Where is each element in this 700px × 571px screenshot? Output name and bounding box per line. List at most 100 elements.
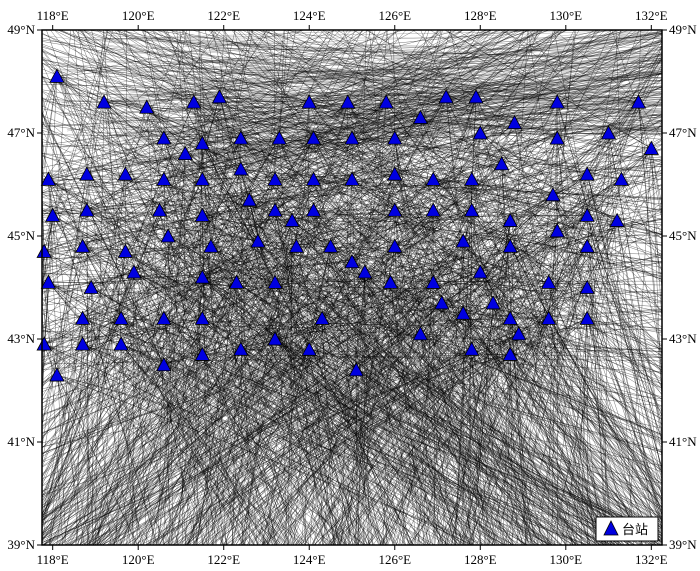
station-marker bbox=[36, 243, 52, 258]
station-marker bbox=[438, 89, 454, 104]
station-marker bbox=[357, 264, 373, 279]
station-marker bbox=[600, 125, 617, 140]
station-marker bbox=[96, 94, 112, 109]
station-marker bbox=[579, 279, 595, 294]
lat-label-left: 45°N bbox=[7, 228, 35, 243]
station-marker bbox=[502, 346, 518, 361]
station-marker bbox=[387, 130, 403, 145]
station-marker bbox=[36, 336, 52, 351]
lat-label-left: 41°N bbox=[7, 434, 35, 449]
station-marker bbox=[502, 212, 518, 227]
lon-label-bottom: 120°E bbox=[122, 552, 155, 567]
axis-ticks: 118°E 118°E 120°E 120°E 122°E 122°E 124°E 124°E… bbox=[7, 8, 697, 567]
station-marker bbox=[609, 212, 625, 227]
lat-label-right: 47°N bbox=[669, 125, 697, 140]
lon-label-top: 124°E bbox=[293, 8, 326, 23]
station-marker bbox=[511, 326, 527, 341]
station-marker bbox=[288, 238, 305, 253]
station-marker bbox=[228, 274, 245, 289]
station-marker bbox=[40, 171, 57, 186]
station-marker bbox=[305, 171, 322, 186]
station-marker bbox=[267, 171, 283, 186]
station-marker bbox=[455, 305, 471, 320]
legend: 台站 bbox=[595, 516, 659, 542]
station-marker bbox=[412, 109, 429, 124]
station-marker bbox=[322, 238, 339, 253]
lon-label-top: 122°E bbox=[207, 8, 240, 23]
station-marker bbox=[387, 202, 403, 217]
station-marker bbox=[314, 310, 330, 325]
station-marker bbox=[344, 253, 360, 269]
station-marker bbox=[267, 274, 283, 289]
lat-label-left: 47°N bbox=[7, 125, 35, 140]
station-marker bbox=[126, 264, 142, 279]
station-marker bbox=[117, 166, 134, 181]
station-marker bbox=[151, 202, 168, 217]
station-marker bbox=[464, 202, 480, 217]
station-marker bbox=[186, 94, 202, 109]
station-marker bbox=[387, 238, 403, 253]
station-marker bbox=[49, 68, 65, 83]
station-marker bbox=[139, 99, 155, 114]
lat-label-right: 41°N bbox=[669, 434, 697, 449]
station-marker bbox=[233, 130, 249, 145]
station-marker bbox=[79, 202, 95, 217]
station-marker bbox=[378, 94, 394, 109]
station-marker bbox=[425, 171, 441, 186]
lon-label-bottom: 130°E bbox=[549, 552, 582, 567]
station-marker bbox=[579, 166, 595, 181]
station-marker bbox=[613, 171, 630, 186]
station-marker bbox=[250, 233, 266, 248]
station-marker bbox=[434, 295, 450, 310]
station-marker bbox=[117, 243, 134, 258]
station-marker bbox=[464, 341, 480, 356]
ray-paths bbox=[42, 30, 662, 545]
lat-label-left: 49°N bbox=[7, 22, 35, 37]
station-marker bbox=[340, 94, 356, 109]
station-marker bbox=[194, 135, 211, 150]
station-marker bbox=[156, 171, 172, 186]
station-marker bbox=[387, 166, 403, 181]
station-marker bbox=[83, 279, 99, 294]
station-marker bbox=[79, 166, 95, 181]
station-marker bbox=[267, 202, 283, 217]
lon-label-bottom: 126°E bbox=[378, 552, 411, 567]
station-marker bbox=[541, 310, 557, 325]
station-marker bbox=[579, 310, 595, 325]
station-marker bbox=[472, 125, 488, 140]
station-marker bbox=[284, 212, 300, 227]
station-marker bbox=[156, 310, 172, 325]
lon-label-top: 130°E bbox=[549, 8, 582, 23]
station-marker bbox=[412, 326, 429, 341]
station-marker bbox=[506, 114, 523, 130]
station-marker bbox=[194, 269, 211, 284]
station-marker bbox=[160, 228, 176, 243]
station-marker bbox=[241, 192, 258, 207]
station-marker bbox=[113, 310, 129, 325]
station-marker bbox=[382, 274, 399, 289]
station-marker bbox=[472, 264, 488, 279]
station-marker bbox=[549, 94, 565, 109]
station-marker bbox=[344, 171, 360, 186]
station-marker bbox=[74, 238, 91, 253]
station-marker bbox=[74, 310, 91, 325]
lon-label-bottom: 128°E bbox=[464, 552, 497, 567]
station-marker bbox=[156, 130, 172, 145]
station-marker bbox=[579, 207, 595, 222]
station-marker bbox=[549, 223, 565, 238]
lat-label-right: 39°N bbox=[669, 537, 697, 552]
station-marker bbox=[194, 346, 211, 361]
lat-label-left: 39°N bbox=[7, 537, 35, 552]
lon-label-bottom: 132°E bbox=[635, 552, 668, 567]
map-frame bbox=[41, 29, 663, 546]
station-marker bbox=[194, 171, 211, 186]
lat-label-right: 43°N bbox=[669, 331, 697, 346]
station-marker bbox=[464, 171, 480, 186]
station-marker bbox=[549, 130, 565, 145]
station-marker bbox=[203, 238, 219, 253]
station-marker bbox=[643, 140, 659, 155]
station-marker bbox=[348, 362, 364, 377]
ray-bundle-north bbox=[43, 30, 662, 185]
station-marker bbox=[541, 274, 557, 289]
